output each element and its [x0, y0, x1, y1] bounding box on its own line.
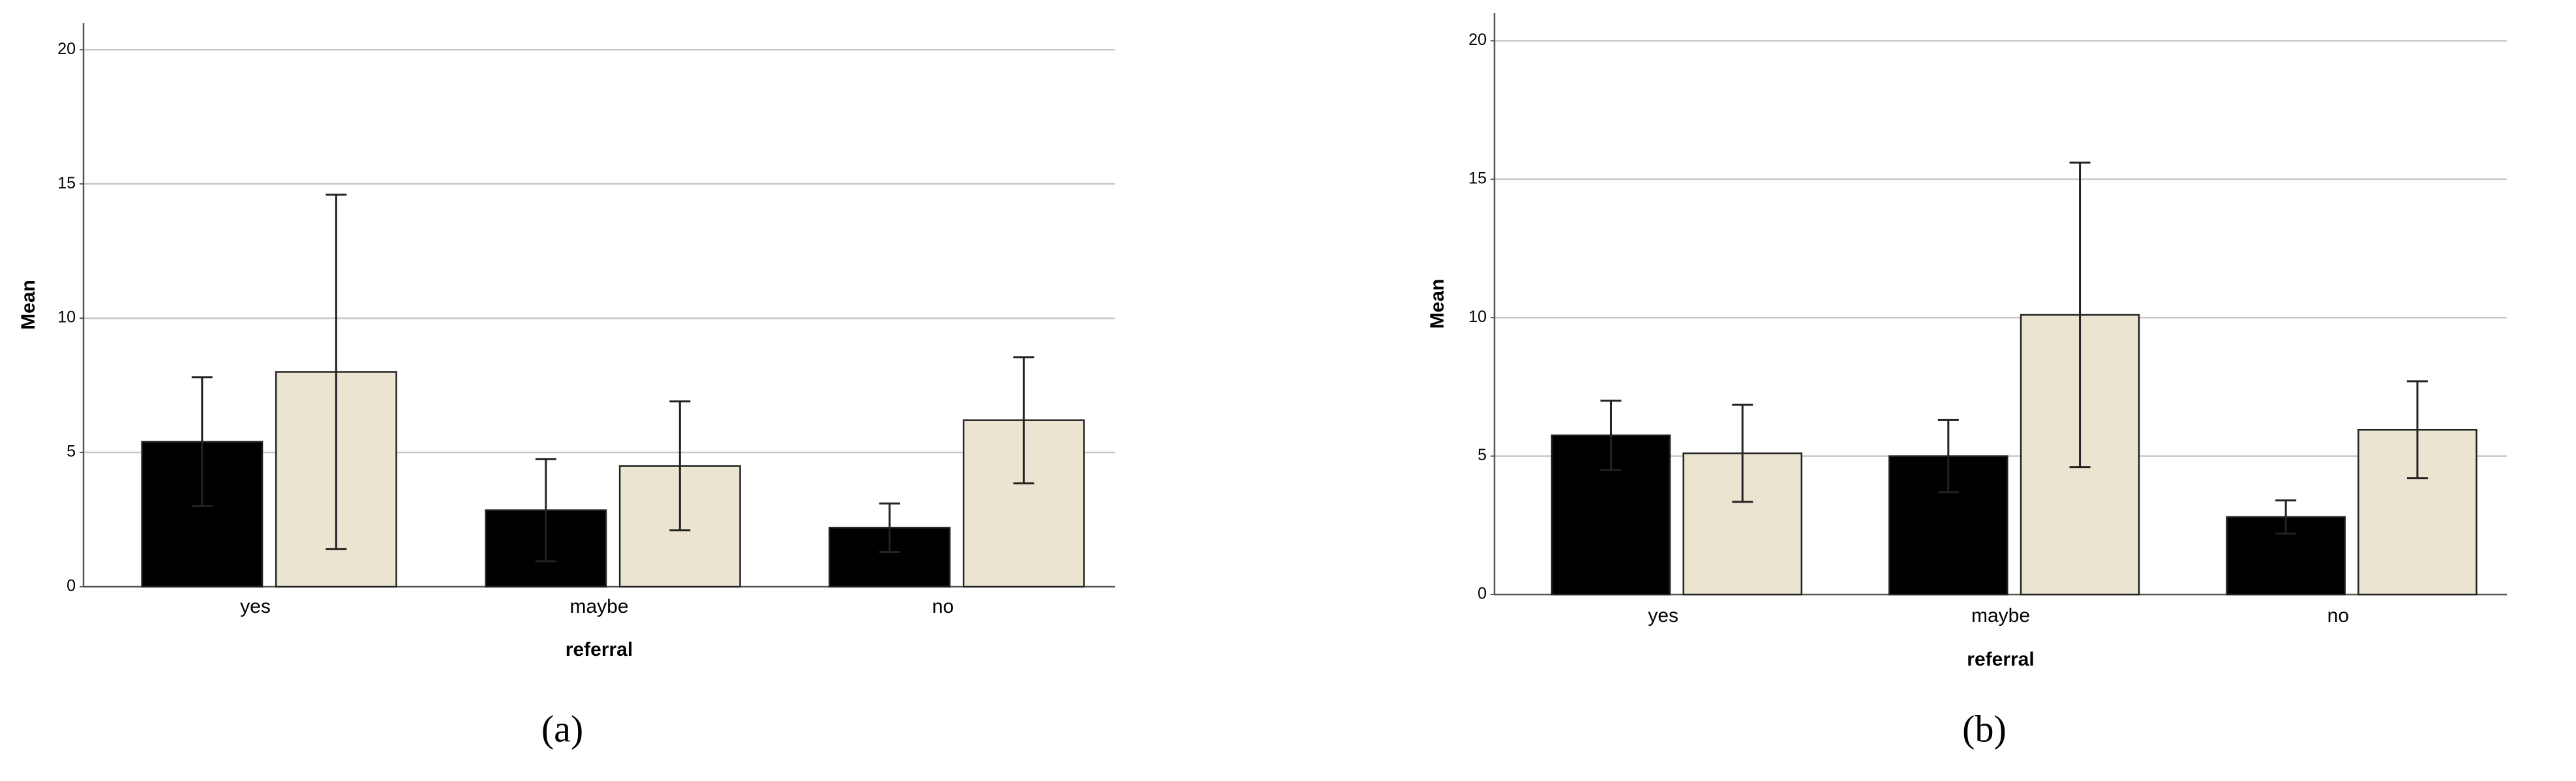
y-tick-label: 20	[57, 40, 76, 58]
x-tick-label: no	[2327, 605, 2349, 626]
y-tick-label: 0	[1477, 585, 1487, 603]
x-tick-label: maybe	[569, 596, 628, 617]
x-tick-label: yes	[240, 596, 271, 617]
y-tick-label: 15	[1468, 169, 1487, 187]
y-tick-label: 15	[57, 174, 76, 192]
x-axis-label: referral	[1967, 649, 2034, 670]
y-tick-label: 5	[67, 443, 76, 461]
x-tick-label: maybe	[1971, 605, 2030, 626]
caption: (a)	[541, 707, 583, 750]
y-tick-label: 5	[1477, 446, 1487, 464]
x-tick-label: yes	[1648, 605, 1678, 626]
y-axis-label: Mean	[1427, 279, 1448, 329]
caption: (b)	[1962, 707, 2007, 750]
y-tick-label: 10	[1468, 308, 1487, 326]
y-axis-label: Mean	[18, 280, 39, 330]
x-axis-label: referral	[566, 639, 633, 660]
y-tick-label: 20	[1468, 31, 1487, 49]
y-tick-label: 0	[67, 577, 76, 595]
x-tick-label: no	[932, 596, 954, 617]
y-tick-label: 10	[57, 308, 76, 327]
